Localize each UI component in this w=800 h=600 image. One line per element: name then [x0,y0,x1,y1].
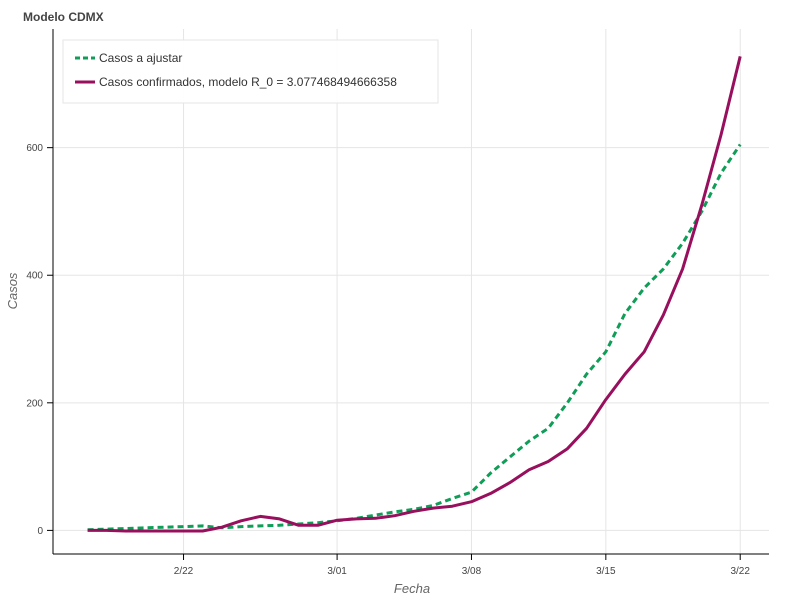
y-tick-label: 200 [26,398,43,409]
x-tick-label: 3/15 [596,566,616,577]
plot-frame [52,29,769,555]
x-tick-label: 3/01 [327,566,347,577]
y-tick-label: 0 [37,526,43,537]
legend-box [62,39,439,104]
y-tick-label: 600 [26,143,43,154]
series-group [87,56,742,533]
x-tick-label: 3/22 [730,566,750,577]
x-axis-ticks: 2/22 3/01 3/08 3/15 3/22 [174,554,750,577]
series-line-0 [87,143,742,532]
y-axis-label: Casos [5,272,20,309]
y-axis-ticks: 0 200 400 600 [26,143,53,537]
y-tick-label: 400 [26,271,43,282]
legend-label-1: Casos confirmados, modelo R_0 = 3.077468… [99,75,397,89]
series-line-1 [87,56,742,533]
x-axis-label: Fecha [394,581,430,596]
x-tick-label: 3/08 [462,566,482,577]
legend-label-0: Casos a ajustar [99,51,182,65]
x-tick-label: 2/22 [174,566,194,577]
chart-title: Modelo CDMX [23,10,104,24]
grid [53,29,769,554]
legend: Casos a ajustar Casos confirmados, modelo… [62,39,439,104]
